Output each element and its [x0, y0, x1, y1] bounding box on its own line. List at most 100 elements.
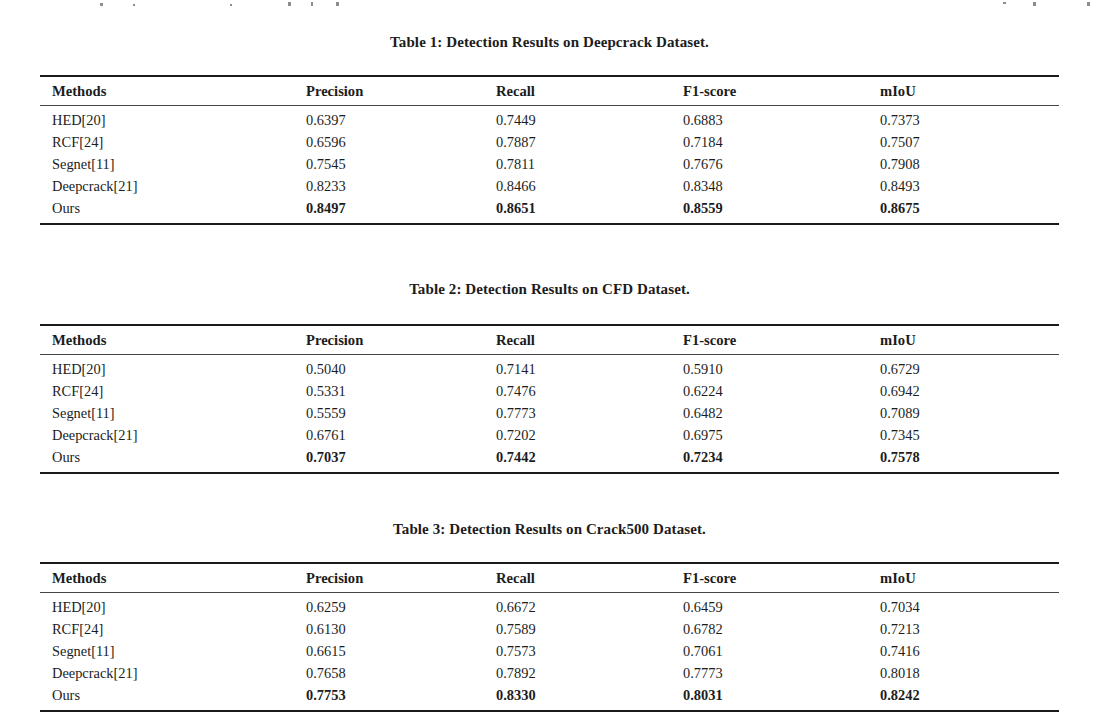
- table-2-caption: Table 2: Detection Results on CFD Datase…: [40, 281, 1059, 297]
- value-cell: 0.7034: [868, 593, 1059, 619]
- method-cell: RCF[24]: [40, 131, 294, 153]
- column-header: Recall: [484, 563, 671, 593]
- table-1-caption: Table 1: Detection Results on Deepcrack …: [40, 34, 1059, 50]
- value-cell: 0.7773: [671, 662, 868, 684]
- method-cell: Deepcrack[21]: [40, 424, 294, 446]
- table-1-deepcrack-results: MethodsPrecisionRecallF1-scoremIoU HED[2…: [40, 75, 1059, 225]
- value-cell: 0.6975: [671, 424, 868, 446]
- method-cell: RCF[24]: [40, 618, 294, 640]
- value-cell: 0.7578: [868, 446, 1059, 473]
- value-cell: 0.6130: [294, 618, 484, 640]
- table-row: Ours0.84970.86510.85590.8675: [40, 197, 1059, 224]
- value-cell: 0.7449: [484, 106, 671, 132]
- value-cell: 0.7589: [484, 618, 671, 640]
- method-cell: Deepcrack[21]: [40, 662, 294, 684]
- column-header: Recall: [484, 325, 671, 355]
- value-cell: 0.7773: [484, 402, 671, 424]
- value-cell: 0.8348: [671, 175, 868, 197]
- value-cell: 0.7507: [868, 131, 1059, 153]
- method-cell: Ours: [40, 446, 294, 473]
- value-cell: 0.6615: [294, 640, 484, 662]
- value-cell: 0.5331: [294, 380, 484, 402]
- column-header: F1-score: [671, 76, 868, 106]
- value-cell: 0.6259: [294, 593, 484, 619]
- value-cell: 0.7213: [868, 618, 1059, 640]
- method-cell: Segnet[11]: [40, 640, 294, 662]
- method-cell: Deepcrack[21]: [40, 175, 294, 197]
- table-3-crack500-results: MethodsPrecisionRecallF1-scoremIoU HED[2…: [40, 562, 1059, 712]
- value-cell: 0.8493: [868, 175, 1059, 197]
- value-cell: 0.6224: [671, 380, 868, 402]
- value-cell: 0.7061: [671, 640, 868, 662]
- value-cell: 0.7476: [484, 380, 671, 402]
- value-cell: 0.8018: [868, 662, 1059, 684]
- value-cell: 0.7416: [868, 640, 1059, 662]
- table-header-row: MethodsPrecisionRecallF1-scoremIoU: [40, 563, 1059, 593]
- value-cell: 0.8242: [868, 684, 1059, 711]
- column-header: F1-score: [671, 563, 868, 593]
- value-cell: 0.7811: [484, 153, 671, 175]
- table-row: Ours0.77530.83300.80310.8242: [40, 684, 1059, 711]
- value-cell: 0.8330: [484, 684, 671, 711]
- method-cell: HED[20]: [40, 593, 294, 619]
- table-header-row: MethodsPrecisionRecallF1-scoremIoU: [40, 325, 1059, 355]
- table-3-caption: Table 3: Detection Results on Crack500 D…: [40, 521, 1059, 537]
- value-cell: 0.7676: [671, 153, 868, 175]
- value-cell: 0.6459: [671, 593, 868, 619]
- value-cell: 0.6596: [294, 131, 484, 153]
- paper-page: { "page": { "background": "#ffffff", "te…: [0, 0, 1096, 726]
- method-cell: HED[20]: [40, 355, 294, 381]
- clipped-running-header: [0, 0, 1096, 7]
- value-cell: 0.6482: [671, 402, 868, 424]
- value-cell: 0.7184: [671, 131, 868, 153]
- method-cell: Ours: [40, 684, 294, 711]
- table-row: HED[20]0.63970.74490.68830.7373: [40, 106, 1059, 132]
- value-cell: 0.6397: [294, 106, 484, 132]
- value-cell: 0.6782: [671, 618, 868, 640]
- table-2-cfd-results: MethodsPrecisionRecallF1-scoremIoU HED[2…: [40, 324, 1059, 474]
- value-cell: 0.8497: [294, 197, 484, 224]
- column-header: Precision: [294, 325, 484, 355]
- method-cell: Ours: [40, 197, 294, 224]
- table-row: RCF[24]0.53310.74760.62240.6942: [40, 380, 1059, 402]
- table-row: Segnet[11]0.66150.75730.70610.7416: [40, 640, 1059, 662]
- method-cell: Segnet[11]: [40, 402, 294, 424]
- column-header: Recall: [484, 76, 671, 106]
- value-cell: 0.5559: [294, 402, 484, 424]
- value-cell: 0.6883: [671, 106, 868, 132]
- method-cell: HED[20]: [40, 106, 294, 132]
- value-cell: 0.7908: [868, 153, 1059, 175]
- table-row: HED[20]0.50400.71410.59100.6729: [40, 355, 1059, 381]
- value-cell: 0.7202: [484, 424, 671, 446]
- column-header: Methods: [40, 563, 294, 593]
- value-cell: 0.7887: [484, 131, 671, 153]
- value-cell: 0.7442: [484, 446, 671, 473]
- column-header: F1-score: [671, 325, 868, 355]
- table-row: Segnet[11]0.75450.78110.76760.7908: [40, 153, 1059, 175]
- column-header: Methods: [40, 76, 294, 106]
- table-row: Segnet[11]0.55590.77730.64820.7089: [40, 402, 1059, 424]
- value-cell: 0.8031: [671, 684, 868, 711]
- column-header: mIoU: [868, 76, 1059, 106]
- value-cell: 0.8651: [484, 197, 671, 224]
- table-row: RCF[24]0.65960.78870.71840.7507: [40, 131, 1059, 153]
- table-row: Deepcrack[21]0.67610.72020.69750.7345: [40, 424, 1059, 446]
- value-cell: 0.7345: [868, 424, 1059, 446]
- value-cell: 0.7037: [294, 446, 484, 473]
- table-row: HED[20]0.62590.66720.64590.7034: [40, 593, 1059, 619]
- column-header: mIoU: [868, 325, 1059, 355]
- value-cell: 0.7753: [294, 684, 484, 711]
- table-row: RCF[24]0.61300.75890.67820.7213: [40, 618, 1059, 640]
- value-cell: 0.6761: [294, 424, 484, 446]
- value-cell: 0.6672: [484, 593, 671, 619]
- value-cell: 0.8675: [868, 197, 1059, 224]
- value-cell: 0.8466: [484, 175, 671, 197]
- method-cell: Segnet[11]: [40, 153, 294, 175]
- value-cell: 0.7141: [484, 355, 671, 381]
- value-cell: 0.5910: [671, 355, 868, 381]
- table-row: Deepcrack[21]0.76580.78920.77730.8018: [40, 662, 1059, 684]
- value-cell: 0.8559: [671, 197, 868, 224]
- value-cell: 0.7573: [484, 640, 671, 662]
- value-cell: 0.5040: [294, 355, 484, 381]
- column-header: Methods: [40, 325, 294, 355]
